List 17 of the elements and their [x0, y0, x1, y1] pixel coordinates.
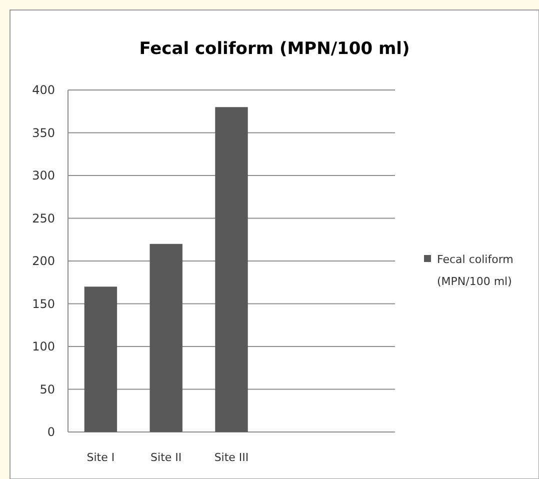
y-tick-label: 400 [32, 83, 55, 98]
y-tick-label: 0 [47, 425, 55, 440]
bar [84, 286, 118, 432]
y-tick-label: 300 [32, 168, 55, 183]
y-tick-label: 200 [32, 254, 55, 268]
y-tick-label: 350 [32, 126, 55, 140]
bar [215, 107, 248, 432]
y-tick-label: 150 [32, 296, 55, 311]
x-tick-label: Site III [214, 451, 249, 464]
x-tick-label: Site I [86, 451, 115, 464]
bar [150, 244, 182, 432]
chart-title: Fecal coliform (MPN/100 ml) [139, 39, 410, 59]
y-tick-label: 250 [32, 211, 55, 226]
y-tick-label: 50 [40, 382, 55, 396]
x-tick-label: Site II [150, 451, 182, 464]
y-tick-label: 100 [32, 340, 55, 354]
legend-label: Fecal coliform (MPN/100 ml) [437, 252, 514, 288]
